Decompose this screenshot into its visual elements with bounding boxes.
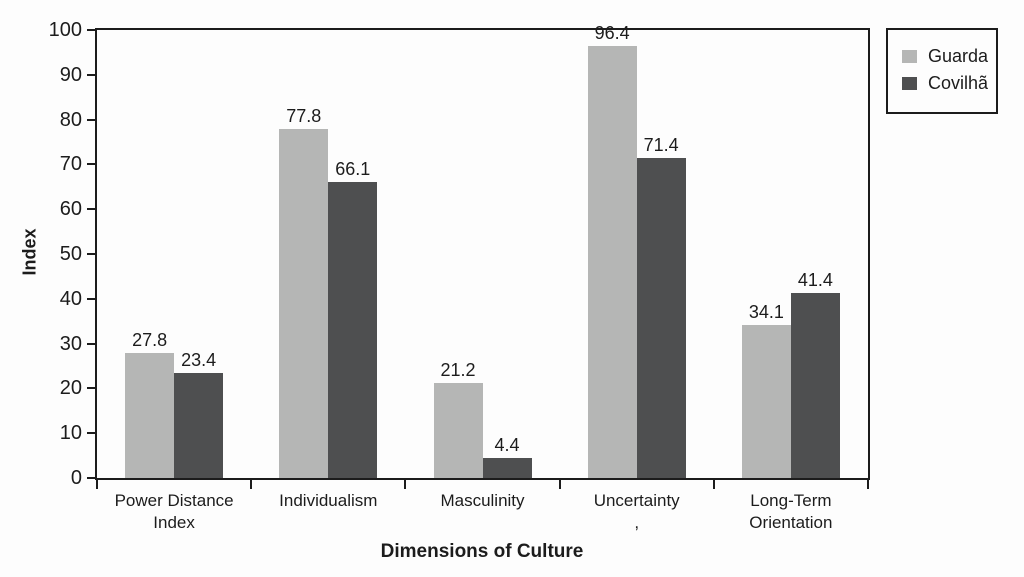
- bar-value-label: 27.8: [132, 330, 168, 351]
- guarda-swatch-icon: [902, 50, 917, 63]
- legend-item-covilha: Covilhã: [902, 73, 996, 94]
- y-tick-mark: [87, 387, 95, 390]
- y-tick-label: 60: [59, 198, 82, 221]
- y-tick-mark: [87, 208, 95, 211]
- x-tick-mark: [404, 480, 407, 489]
- bar-covilhã: [174, 373, 224, 478]
- y-tick-mark: [87, 253, 95, 255]
- x-tick-mark: [250, 480, 253, 489]
- y-tick-label: 100: [48, 19, 82, 41]
- bar-guarda: [279, 129, 329, 478]
- y-tick-label: 10: [59, 422, 82, 445]
- x-category-label: Long-Term Orientation: [749, 491, 833, 532]
- x-axis-title: Dimensions of Culture: [380, 541, 584, 562]
- bar-guarda: [741, 325, 791, 478]
- y-tick-mark: [87, 163, 95, 166]
- x-category-label: Individualism: [279, 491, 378, 510]
- y-tick-label: 20: [59, 377, 82, 400]
- legend-label-covilha: Covilhã: [928, 73, 989, 93]
- bar-guarda: [433, 383, 483, 478]
- covilha-swatch-icon: [902, 77, 917, 90]
- y-tick-mark: [87, 477, 95, 479]
- y-tick-label: 90: [59, 63, 82, 86]
- y-tick-label: 70: [59, 153, 82, 176]
- bar-covilhã: [482, 458, 532, 478]
- bar-value-label: 21.2: [440, 360, 476, 381]
- y-tick-mark: [87, 342, 95, 345]
- y-tick-mark: [87, 432, 95, 435]
- x-category-label: Uncertainty,: [593, 491, 680, 532]
- plot-area: 27.8 23.4 77.8 66.1 21.2 4.4 96.4 71.4 34.1 41.4: [95, 23, 870, 480]
- y-tick-label: 30: [59, 332, 82, 355]
- y-tick-label: 0: [70, 467, 82, 489]
- bar-value-label: 71.4: [643, 135, 679, 156]
- x-category-label: Power Distance Index: [114, 491, 234, 532]
- bar-value-label: 77.8: [286, 106, 322, 127]
- y-tick-mark: [87, 73, 95, 76]
- bar-value-label: 23.4: [181, 350, 217, 371]
- x-category-label: Masculinity: [440, 491, 525, 510]
- bar-covilhã: [328, 181, 378, 478]
- bar-guarda: [587, 46, 637, 478]
- bar-value-label: 96.4: [594, 23, 630, 44]
- legend: Guarda Covilhã: [886, 28, 998, 114]
- x-tick-mark: [558, 480, 561, 489]
- bar-covilhã: [636, 158, 686, 478]
- bar-guarda: [125, 353, 175, 478]
- y-tick-label: 40: [59, 287, 82, 310]
- x-tick-mark: [712, 480, 715, 489]
- legend-item-guarda: Guarda: [902, 46, 996, 67]
- y-tick-mark: [87, 118, 95, 121]
- bar-value-label: 34.1: [748, 302, 784, 323]
- bar-covilhã: [790, 292, 840, 478]
- bar-value-label: 41.4: [797, 269, 833, 290]
- bar-value-label: 4.4: [494, 435, 520, 456]
- x-tick-mark: [867, 480, 869, 489]
- x-tick-mark: [96, 480, 98, 489]
- y-tick-label: 50: [59, 243, 82, 265]
- bar-value-label: 66.1: [335, 158, 371, 179]
- y-tick-mark: [87, 29, 95, 31]
- y-tick-label: 80: [59, 108, 82, 131]
- legend-label-guarda: Guarda: [928, 46, 989, 66]
- y-tick-mark: [87, 297, 95, 300]
